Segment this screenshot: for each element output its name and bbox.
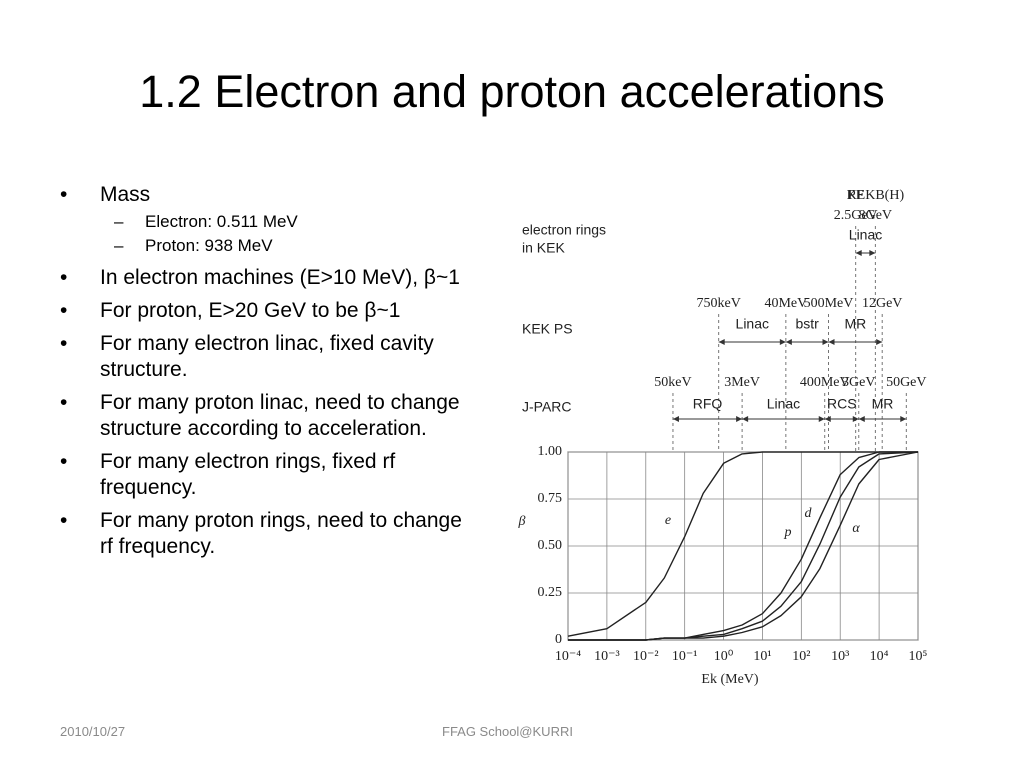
bullet-text: Mass: [100, 183, 151, 206]
arrow-head: [855, 250, 862, 256]
bullet-text: For many electron linac, fixed cavity st…: [100, 332, 434, 381]
arrow-head: [742, 416, 749, 422]
stage-label: RCS: [827, 396, 857, 412]
marker-label: 3GeV: [842, 375, 875, 390]
arrow-head: [869, 250, 876, 256]
bullet-text: For many electron rings, fixed rf freque…: [100, 450, 396, 499]
bullet-list: Mass Electron: 0.511 MeVProton: 938 MeV In…: [58, 182, 468, 567]
arrow-head: [876, 339, 883, 345]
marker-label: 3MeV: [724, 375, 760, 390]
y-axis-label: β: [518, 514, 526, 529]
stage-label: Linac: [736, 316, 769, 332]
x-tick-label: 10⁰: [714, 649, 734, 664]
x-tick-label: 10⁻³: [594, 649, 620, 664]
y-tick-label: 0.25: [538, 585, 563, 600]
stage-label: Linac: [849, 227, 882, 243]
machine-label: in KEK: [522, 240, 565, 256]
footer-center: FFAG School@KURRI: [442, 724, 573, 739]
arrow-head: [718, 339, 725, 345]
arrow-head: [900, 416, 907, 422]
curve: [567, 451, 918, 637]
arrow-head: [852, 416, 859, 422]
bullet: In electron machines (E>10 MeV), β~1: [58, 265, 468, 291]
marker-label: 40MeV: [764, 296, 807, 311]
x-tick-label: 10⁴: [870, 649, 889, 664]
arrow-head: [779, 339, 786, 345]
arrow-head: [818, 416, 825, 422]
bullet: For proton, E>20 GeV to be β~1: [58, 298, 468, 324]
curve: [568, 451, 919, 641]
bullet-text: In electron machines (E>10 MeV), β~1: [100, 266, 460, 289]
stage-label: MR: [872, 396, 894, 412]
x-axis-label: Ek (MeV): [701, 672, 758, 687]
marker-label: 50GeV: [886, 375, 926, 390]
curve-label: p: [784, 525, 792, 540]
sub-bullet: Electron: 0.511 MeV: [100, 210, 468, 234]
bullet: For many proton rings, need to change rf…: [58, 508, 468, 560]
bullet: For many electron linac, fixed cavity st…: [58, 331, 468, 383]
marker-name: KEKB(H): [847, 188, 905, 203]
arrow-head: [824, 416, 831, 422]
marker-label: 50keV: [654, 375, 691, 390]
marker-label: 12GeV: [862, 296, 902, 311]
marker-label: 500MeV: [804, 296, 854, 311]
sub-bullet: Proton: 938 MeV: [100, 234, 468, 258]
bullet: For many electron rings, fixed rf freque…: [58, 449, 468, 501]
stage-label: bstr: [796, 316, 820, 332]
stage-label: Linac: [767, 396, 800, 412]
bullet-text: For many proton rings, need to change rf…: [100, 509, 462, 558]
x-tick-label: 10⁵: [909, 649, 928, 664]
curve-label: d: [805, 506, 813, 521]
arrow-head: [828, 339, 835, 345]
y-tick-label: 1.00: [538, 444, 563, 459]
curve-label: e: [665, 513, 671, 528]
bullet-text: For proton, E>20 GeV to be β~1: [100, 299, 401, 322]
marker-label: 8GeV: [859, 208, 892, 223]
machine-label: J-PARC: [522, 399, 572, 415]
stage-label: MR: [844, 316, 866, 332]
arrow-head: [858, 416, 865, 422]
bullet: Mass Electron: 0.511 MeVProton: 938 MeV: [58, 182, 468, 258]
marker-label: 400MeV: [800, 375, 850, 390]
stage-label: RFQ: [693, 396, 723, 412]
marker-label: 2.5GeV: [834, 208, 878, 223]
bullet-text: For many proton linac, need to change st…: [100, 391, 460, 440]
slide-title: 1.2 Electron and proton accelerations: [139, 66, 885, 117]
curve-label: α: [852, 521, 860, 536]
arrow-head: [822, 339, 829, 345]
sub-list: Electron: 0.511 MeVProton: 938 MeV: [100, 210, 468, 258]
machine-label: electron rings: [522, 222, 606, 238]
arrow-head: [785, 339, 792, 345]
y-tick-label: 0: [555, 632, 562, 647]
x-tick-label: 10²: [792, 649, 810, 664]
arrow-head: [672, 416, 679, 422]
x-tick-label: 10⁻¹: [672, 649, 698, 664]
x-tick-label: 10¹: [753, 649, 771, 664]
footer-date: 2010/10/27: [60, 724, 126, 739]
y-tick-label: 0.50: [538, 538, 563, 553]
machine-label: KEK PS: [522, 321, 573, 337]
y-tick-label: 0.75: [538, 491, 563, 506]
arrow-head: [736, 416, 743, 422]
x-tick-label: 10⁻²: [633, 649, 659, 664]
bullet: For many proton linac, need to change st…: [58, 390, 468, 442]
marker-label: 750keV: [697, 296, 741, 311]
marker-name: PF: [848, 188, 864, 203]
x-tick-label: 10³: [831, 649, 849, 664]
x-tick-label: 10⁻⁴: [555, 649, 581, 664]
